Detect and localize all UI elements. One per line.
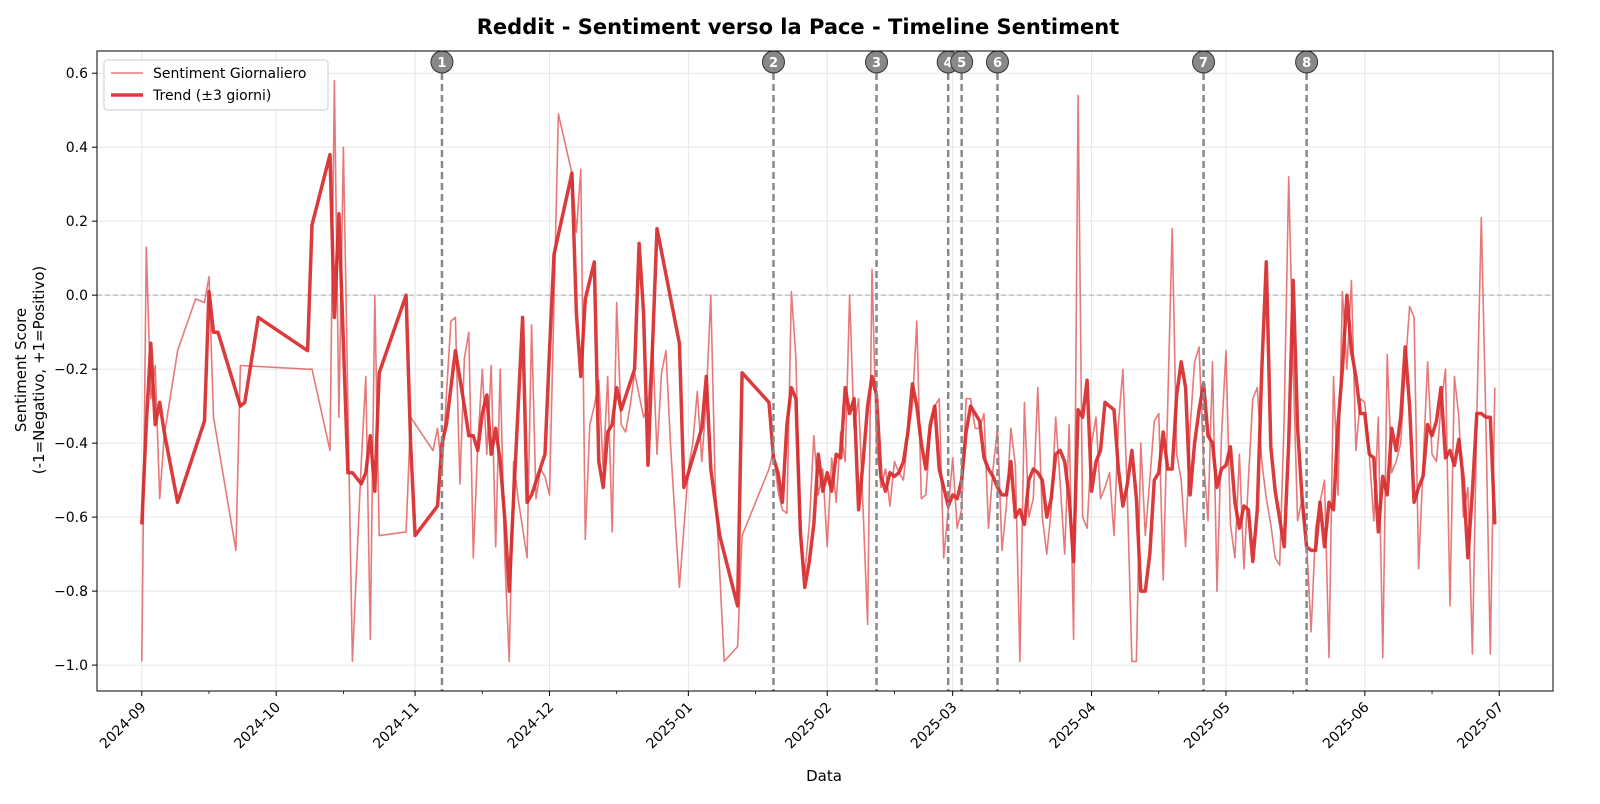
event-marker-label: 7: [1199, 56, 1208, 71]
x-tick-label: 2025-04: [1047, 699, 1100, 752]
y-tick-label: −0.2: [54, 362, 88, 378]
y-axis-label-line1: Sentiment Score: [12, 308, 30, 432]
event-marker-label: 1: [437, 56, 446, 71]
grid: [97, 51, 1553, 691]
y-axis-label-line2: (-1=Negativo, +1=Positivo): [30, 266, 48, 474]
y-axis-ticks: −1.0 −0.8 −0.6 −0.4 −0.2 0.0 0.2 0.4 0.6: [54, 66, 97, 674]
x-axis-label: Data: [806, 767, 842, 785]
y-tick-label: −0.8: [54, 584, 88, 600]
y-tick-label: 0.0: [66, 288, 88, 304]
x-tick-label: 2024-10: [231, 700, 284, 753]
series-layer: [140, 79, 1497, 663]
y-tick-label: 0.4: [66, 140, 88, 156]
event-marker-label: 6: [993, 56, 1002, 71]
event-marker-label: 4: [944, 56, 953, 71]
x-tick-label: 2025-05: [1181, 700, 1234, 753]
y-tick-label: −0.4: [54, 436, 88, 452]
y-tick-label: 0.6: [66, 66, 88, 82]
legend-label-daily: Sentiment Giornaliero: [153, 66, 307, 82]
plot-frame: [96, 50, 1554, 692]
event-marker-label: 2: [769, 56, 778, 71]
event-marker-label: 5: [957, 56, 966, 71]
chart-title: Reddit - Sentiment verso la Pace - Timel…: [477, 15, 1119, 39]
x-tick-label: 2024-11: [370, 700, 423, 753]
x-tick-label: 2024-12: [505, 700, 558, 753]
x-tick-label: 2024-09: [97, 700, 150, 753]
legend: Sentiment Giornaliero Trend (±3 giorni): [103, 59, 329, 111]
y-tick-label: −0.6: [54, 510, 88, 526]
legend-box: [103, 59, 329, 111]
x-tick-label: 2025-01: [644, 700, 697, 753]
x-tick-label: 2025-03: [908, 700, 961, 753]
y-tick-label: 0.2: [66, 214, 88, 230]
x-tick-label: 2025-06: [1320, 699, 1373, 752]
event-marker-label: 3: [872, 56, 881, 71]
x-tick-label: 2025-07: [1454, 700, 1507, 753]
x-tick-label: 2025-02: [782, 700, 835, 753]
x-axis-ticks: 2024-09 2024-10 2024-11 2024-12 2025-01 2025-…: [97, 691, 1507, 752]
trend-series-line: [140, 152, 1497, 608]
event-marker-label: 8: [1302, 56, 1311, 71]
legend-label-trend: Trend (±3 giorni): [152, 88, 271, 104]
y-tick-label: −1.0: [54, 658, 88, 674]
